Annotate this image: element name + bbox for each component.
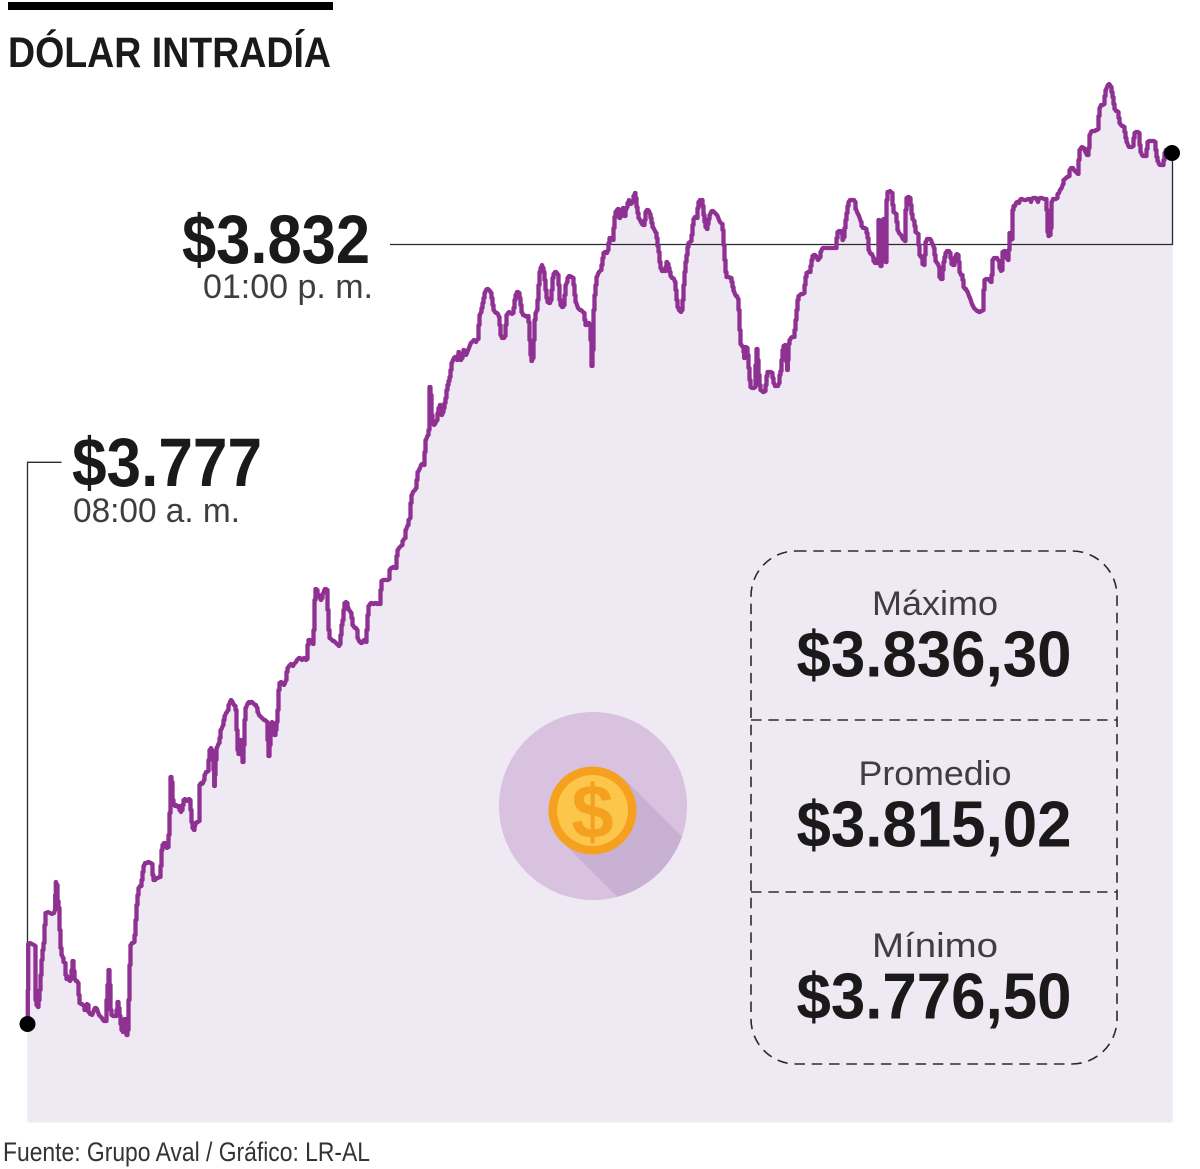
- svg-text:$: $: [571, 770, 613, 855]
- svg-text:$3.815,02: $3.815,02: [797, 788, 1072, 861]
- svg-text:08:00 a. m.: 08:00 a. m.: [73, 492, 240, 530]
- svg-text:Mínimo: Mínimo: [872, 927, 998, 965]
- svg-text:$3.777: $3.777: [72, 424, 262, 501]
- svg-text:01:00 p. m.: 01:00 p. m.: [203, 268, 373, 306]
- svg-text:Máximo: Máximo: [872, 585, 998, 623]
- svg-text:Promedio: Promedio: [859, 755, 1012, 793]
- svg-text:$3.836,30: $3.836,30: [797, 618, 1072, 691]
- svg-text:Fuente: Grupo Aval / Gráfico:: Fuente: Grupo Aval / Gráfico: LR-AL: [3, 1137, 370, 1167]
- svg-text:$3.776,50: $3.776,50: [797, 960, 1072, 1033]
- svg-text:$3.832: $3.832: [182, 201, 370, 278]
- svg-text:DÓLAR INTRADÍA: DÓLAR INTRADÍA: [8, 28, 331, 77]
